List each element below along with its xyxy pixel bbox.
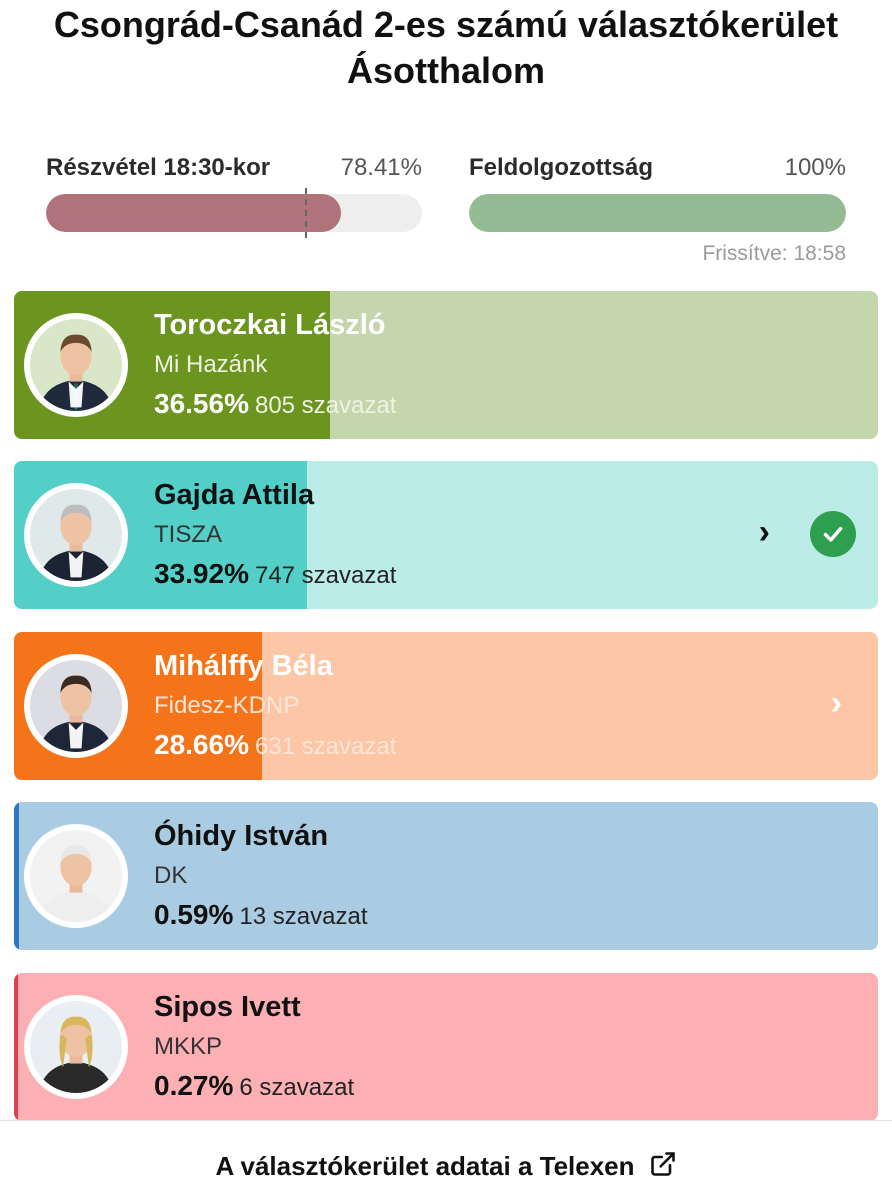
candidate-percent: 36.56% bbox=[154, 388, 249, 419]
vote-share-bar bbox=[14, 973, 19, 1121]
candidate-name: Toroczkai László bbox=[154, 309, 386, 341]
candidate-name: Sipos Ivett bbox=[154, 991, 301, 1023]
processed-track bbox=[469, 194, 846, 232]
candidate-percent: 0.59% bbox=[154, 899, 234, 930]
candidate-card[interactable]: Mihálffy Béla Fidesz-KDNP 28.66% 631 szavaz… bbox=[14, 632, 878, 780]
candidate-percent: 33.92% bbox=[154, 558, 249, 589]
chevron-right-icon[interactable]: › bbox=[758, 513, 770, 551]
candidate-avatar bbox=[24, 313, 128, 417]
candidate-percent: 0.27% bbox=[154, 1070, 234, 1101]
processed-fill bbox=[469, 194, 846, 232]
candidate-avatar bbox=[24, 995, 128, 1099]
candidate-avatar bbox=[24, 654, 128, 758]
candidate-avatar bbox=[24, 483, 128, 587]
candidate-party: MKKP bbox=[154, 1033, 223, 1060]
candidate-votes: 6 szavazat bbox=[239, 1074, 355, 1101]
vote-share-bar bbox=[14, 802, 20, 950]
candidate-result: 36.56% 805 szavazat bbox=[154, 388, 396, 420]
winner-check-icon bbox=[810, 511, 856, 557]
turnout-track bbox=[46, 194, 422, 232]
candidate-percent: 28.66% bbox=[154, 729, 249, 760]
chevron-right-icon[interactable]: › bbox=[830, 684, 842, 722]
candidate-result: 0.27% 6 szavazat bbox=[154, 1070, 354, 1102]
candidate-avatar bbox=[24, 824, 128, 928]
candidate-votes: 13 szavazat bbox=[239, 903, 368, 930]
candidate-votes: 631 szavazat bbox=[254, 733, 397, 760]
updated-timestamp: Frissítve: 18:58 bbox=[702, 242, 846, 265]
candidate-votes: 805 szavazat bbox=[254, 392, 397, 419]
candidate-party: TISZA bbox=[154, 521, 223, 548]
telex-link[interactable]: A választókerület adatai a Telexen bbox=[0, 1150, 892, 1185]
candidate-votes: 747 szavazat bbox=[254, 562, 397, 589]
candidate-result: 33.92% 747 szavazat bbox=[154, 558, 396, 590]
candidate-card[interactable]: Gajda Attila TISZA 33.92% 747 szavazat › bbox=[14, 461, 878, 609]
candidate-card[interactable]: Toroczkai László Mi Hazánk 36.56% 805 szava… bbox=[14, 291, 878, 439]
candidate-name: Gajda Attila bbox=[154, 479, 315, 511]
candidate-result: 28.66% 631 szavazat bbox=[154, 729, 396, 761]
candidate-card[interactable]: Óhidy István DK 0.59% 13 szavazat bbox=[14, 802, 878, 950]
candidate-party: DK bbox=[154, 862, 188, 889]
candidate-name: Óhidy István bbox=[154, 820, 329, 852]
page-title: Csongrád-Csanád 2-es számú választókerül… bbox=[0, 2, 892, 94]
candidate-result: 0.59% 13 szavazat bbox=[154, 899, 367, 931]
turnout-value: 78.41% bbox=[340, 154, 422, 181]
footer-divider bbox=[0, 1120, 892, 1121]
candidate-party: Mi Hazánk bbox=[154, 351, 268, 378]
candidate-card[interactable]: Sipos Ivett MKKP 0.27% 6 szavazat bbox=[14, 973, 878, 1121]
title-district: Csongrád-Csanád 2-es számú választókerül… bbox=[53, 4, 839, 45]
candidate-name: Mihálffy Béla bbox=[154, 650, 333, 682]
candidate-party: Fidesz-KDNP bbox=[154, 692, 300, 719]
turnout-label: Részvétel 18:30-kor bbox=[46, 154, 271, 181]
title-settlement: Ásotthalom bbox=[347, 50, 545, 91]
turnout-reference-marker bbox=[305, 188, 308, 238]
turnout-fill bbox=[46, 194, 341, 232]
external-link-icon bbox=[649, 1150, 677, 1185]
telex-link-label: A választókerület adatai a Telexen bbox=[215, 1151, 635, 1181]
processed-value: 100% bbox=[784, 154, 846, 181]
processed-label: Feldolgozottság bbox=[469, 154, 653, 181]
